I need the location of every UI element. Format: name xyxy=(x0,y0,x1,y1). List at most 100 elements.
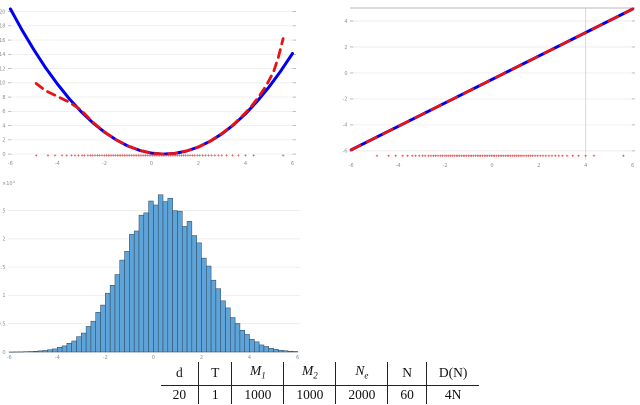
x-tick-label: 2 xyxy=(197,161,200,167)
parameters-table: d T M1 M2 Ne N D(N) 20 1 1000 1000 2000 … xyxy=(160,362,480,404)
histogram-bar xyxy=(210,279,217,353)
histogram-bar xyxy=(138,214,145,353)
histogram-bar xyxy=(249,339,255,353)
x-tick-label: 2 xyxy=(537,163,540,169)
plot-quadratic-fit: 0 2 4 6 8 10 12 14 16 18 20 -6 -4 -2 0 2 4 6 xyxy=(0,7,296,167)
y-tick-label: 0 xyxy=(2,350,5,356)
histogram-bar xyxy=(52,348,58,353)
histogram-bar xyxy=(47,349,53,353)
histogram-bar xyxy=(263,346,270,353)
value-T: 1 xyxy=(198,385,232,404)
histogram-bar xyxy=(282,350,289,353)
histogram-bar xyxy=(42,350,48,353)
estimated-line-curve xyxy=(349,7,635,152)
y-tick-label: -4 xyxy=(343,123,348,129)
histogram-bar xyxy=(157,194,164,353)
histogram-bar xyxy=(215,288,221,353)
parameters-header-row: d T M1 M2 Ne N D(N) xyxy=(160,362,480,386)
y-tick-label: 2 xyxy=(2,237,5,243)
y-tick-label: 0.5 xyxy=(0,322,6,328)
histogram-bar xyxy=(71,340,77,353)
histogram-bar xyxy=(181,226,188,353)
histogram-bar xyxy=(201,257,207,353)
y-tick-label: 12 xyxy=(0,66,6,72)
histogram-bar xyxy=(114,274,121,353)
x-tick-label: 6 xyxy=(296,355,299,361)
histogram-bar xyxy=(239,329,245,353)
histogram-bar xyxy=(244,334,250,353)
header-T: T xyxy=(198,362,232,386)
histogram-bar xyxy=(143,212,149,353)
histogram-bar xyxy=(167,197,173,353)
y-tick-label: 1 xyxy=(2,293,5,299)
parameters-table-wrap: d T M1 M2 Ne N D(N) 20 1 1000 1000 2000 … xyxy=(0,362,640,404)
histogram-bar xyxy=(254,341,260,353)
plot-sample-histogram: 0 0.5 1 1.5 2 2.5 -6 -4 -2 0 2 4 6 ×104 xyxy=(0,179,300,361)
histogram-bar xyxy=(172,210,178,353)
x-tick-label: -2 xyxy=(102,161,107,167)
x-tick-label: -4 xyxy=(55,355,60,361)
value-Ne: 2000 xyxy=(335,385,388,404)
true-function-curve xyxy=(8,7,294,156)
histogram-bar xyxy=(177,210,183,353)
value-M1: 1000 xyxy=(231,385,284,404)
y-tick-label: 8 xyxy=(2,95,5,101)
y-tick-label: 4 xyxy=(2,123,5,129)
histogram-bar xyxy=(105,292,111,353)
x-tick-label: 0 xyxy=(152,355,155,361)
x-tick-label: -6 xyxy=(8,161,13,167)
x-tick-label: -2 xyxy=(443,163,448,169)
y-tick-label: 20 xyxy=(0,9,6,15)
y-tick-label: 16 xyxy=(0,38,6,44)
header-M1: M1 xyxy=(231,362,284,386)
y-tick-label: 2 xyxy=(344,45,347,51)
x-tick-label: 0 xyxy=(150,161,153,167)
header-M2: M2 xyxy=(283,362,336,386)
x-tick-label: 0 xyxy=(490,163,493,169)
x-tick-label: 4 xyxy=(244,161,247,167)
histogram-bar xyxy=(119,259,125,353)
value-DN: 4N xyxy=(425,385,480,404)
y-tick-label: 2 xyxy=(2,138,5,144)
estimated-function-curve xyxy=(34,37,285,156)
histogram-bar xyxy=(287,350,294,353)
histogram-bar xyxy=(196,242,202,353)
sample-rug-marks xyxy=(375,154,625,157)
x-tick-label: -6 xyxy=(7,355,12,361)
header-DN: D(N) xyxy=(425,362,480,386)
histogram-bar xyxy=(37,350,44,353)
y-tick-label: 0 xyxy=(344,71,347,77)
histogram-bar xyxy=(220,300,226,353)
histogram-bar xyxy=(85,326,92,353)
y-tick-label: 18 xyxy=(0,24,6,30)
header-d: d xyxy=(160,362,199,386)
x-tick-label: 2 xyxy=(200,355,203,361)
axis-exponent-label: ×104 xyxy=(2,179,16,187)
histogram-bar xyxy=(148,200,154,353)
y-tick-label: -2 xyxy=(343,97,348,103)
parameters-value-row: 20 1 1000 1000 2000 60 4N xyxy=(161,385,480,404)
histogram-bar xyxy=(109,285,116,353)
histogram-bar xyxy=(278,349,284,353)
y-tick-label: 2.5 xyxy=(0,208,6,214)
histogram-bar xyxy=(90,320,96,353)
sample-rug-marks xyxy=(35,154,285,157)
value-M2: 1000 xyxy=(283,385,336,404)
histogram-bar xyxy=(273,349,279,353)
y-tick-label: 6 xyxy=(2,109,5,115)
y-tick-label: 10 xyxy=(0,81,6,87)
y-tick-label: 1.5 xyxy=(0,265,6,271)
histogram-bar xyxy=(162,201,169,353)
histogram-bar xyxy=(153,204,159,353)
histogram-bar xyxy=(225,307,231,353)
histogram-bar xyxy=(66,342,72,353)
histogram-bar xyxy=(133,230,140,353)
y-tick-label: 4 xyxy=(344,19,347,25)
histogram-bar xyxy=(268,348,274,353)
histogram-bar xyxy=(129,234,135,353)
histogram-bar xyxy=(292,351,298,353)
y-tick-label: -6 xyxy=(343,149,348,155)
y-tick-label: 0 xyxy=(2,152,5,158)
x-tick-label: 4 xyxy=(248,355,251,361)
x-tick-label: 6 xyxy=(631,163,634,169)
